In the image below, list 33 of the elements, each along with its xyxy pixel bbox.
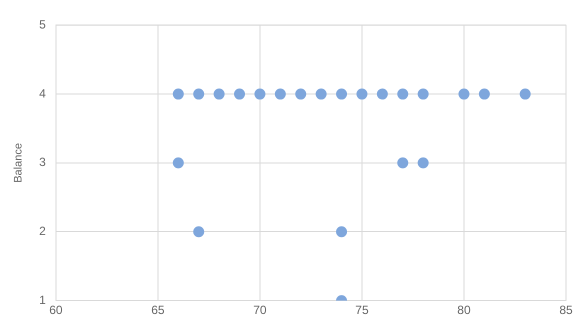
x-tick-label: 60: [49, 303, 63, 318]
x-tick-label: 85: [559, 303, 573, 318]
x-tick-label: 70: [253, 303, 267, 318]
point: [520, 88, 531, 100]
point: [418, 88, 429, 100]
point: [458, 88, 470, 100]
point: [254, 88, 266, 100]
point: [336, 88, 348, 100]
point: [274, 88, 286, 100]
x-tick-label: 80: [457, 303, 471, 318]
point: [397, 157, 408, 168]
y-tick-label: 4: [39, 86, 46, 100]
y-tick-label: 5: [39, 18, 46, 32]
y-tick-label: 1: [39, 292, 46, 307]
x-tick-label: 75: [355, 303, 369, 318]
point: [418, 157, 429, 168]
point: [214, 88, 225, 100]
y-axis-title: Balance: [12, 143, 25, 183]
point: [193, 226, 204, 238]
point: [316, 88, 327, 100]
y-tick-label: 2: [39, 224, 46, 238]
point: [397, 88, 408, 100]
point: [336, 226, 348, 238]
point: [478, 88, 490, 100]
point: [234, 88, 246, 100]
point: [172, 157, 184, 168]
x-tick-label: 65: [151, 303, 165, 318]
point: [193, 88, 204, 100]
point: [356, 88, 368, 100]
point: [172, 88, 184, 100]
point: [295, 88, 306, 100]
y-tick-label: 3: [39, 155, 46, 170]
point: [376, 88, 388, 100]
